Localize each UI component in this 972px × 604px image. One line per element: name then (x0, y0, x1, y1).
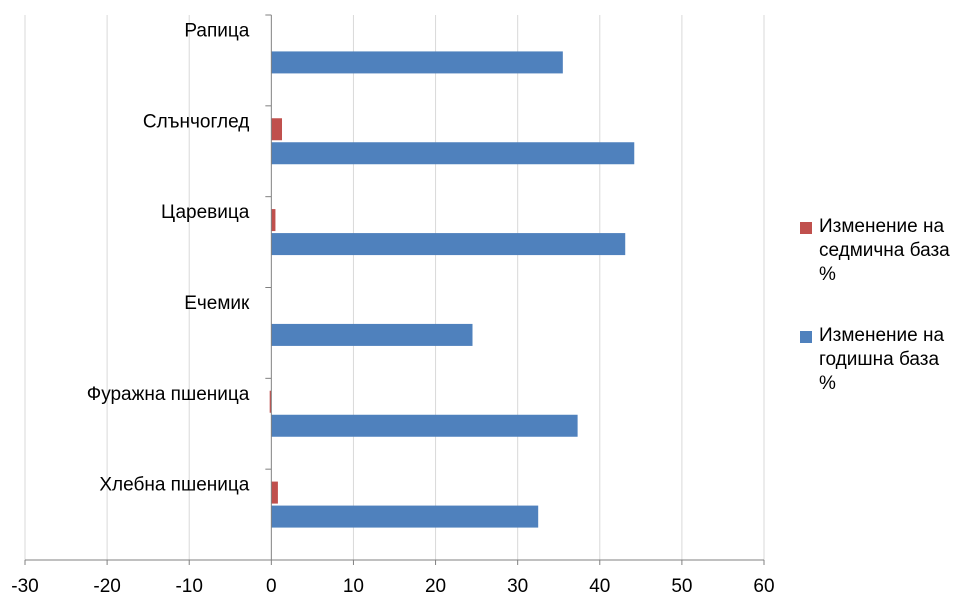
bar-weekly (271, 209, 275, 231)
legend-item-weekly: Изменение на седмична база % (800, 215, 972, 287)
legend: Изменение на седмична база % Изменение н… (800, 215, 972, 433)
bar-yearly (271, 51, 562, 73)
bar-weekly (271, 118, 282, 140)
bar-yearly (271, 506, 538, 528)
legend-label-weekly-1: Изменение на (819, 215, 972, 239)
category-label: Хлебна пшеница (99, 475, 249, 496)
legend-label-yearly-3: % (819, 372, 972, 396)
legend-label-weekly-2: седмична база (819, 239, 972, 263)
x-tick-label: 50 (671, 576, 692, 597)
bar-chart: -30 -20 -10 0 10 20 30 40 50 60 Рапица Слънчоглед Ца… (0, 0, 790, 604)
category-label: Фуражна пшеница (87, 384, 250, 405)
x-tick-label: -20 (93, 576, 120, 597)
x-tick-label: 60 (753, 576, 774, 597)
category-label: Царевица (161, 202, 250, 223)
legend-label-yearly-1: Изменение на (819, 324, 972, 348)
legend-swatch-yearly (800, 331, 812, 343)
bar-yearly (271, 415, 577, 437)
bars (270, 51, 635, 527)
legend-label-yearly-2: годишна база (819, 348, 972, 372)
x-tick-label: 10 (343, 576, 364, 597)
x-tick-label: 20 (425, 576, 446, 597)
legend-item-yearly: Изменение на годишна база % (800, 324, 972, 396)
x-tick-label: 40 (589, 576, 610, 597)
legend-swatch-weekly (800, 222, 812, 234)
bar-weekly (271, 482, 278, 504)
x-tick-label: -10 (175, 576, 202, 597)
x-tick-label: 0 (266, 576, 277, 597)
bar-yearly (271, 324, 472, 346)
x-tick-label: -30 (11, 576, 38, 597)
legend-label-weekly-3: % (819, 263, 972, 287)
category-label: Рапица (184, 20, 249, 41)
bar-yearly (271, 142, 634, 164)
bar-yearly (271, 233, 625, 255)
category-label: Ечемик (184, 293, 250, 314)
category-label: Слънчоглед (143, 111, 249, 132)
x-tick-label: 30 (507, 576, 528, 597)
